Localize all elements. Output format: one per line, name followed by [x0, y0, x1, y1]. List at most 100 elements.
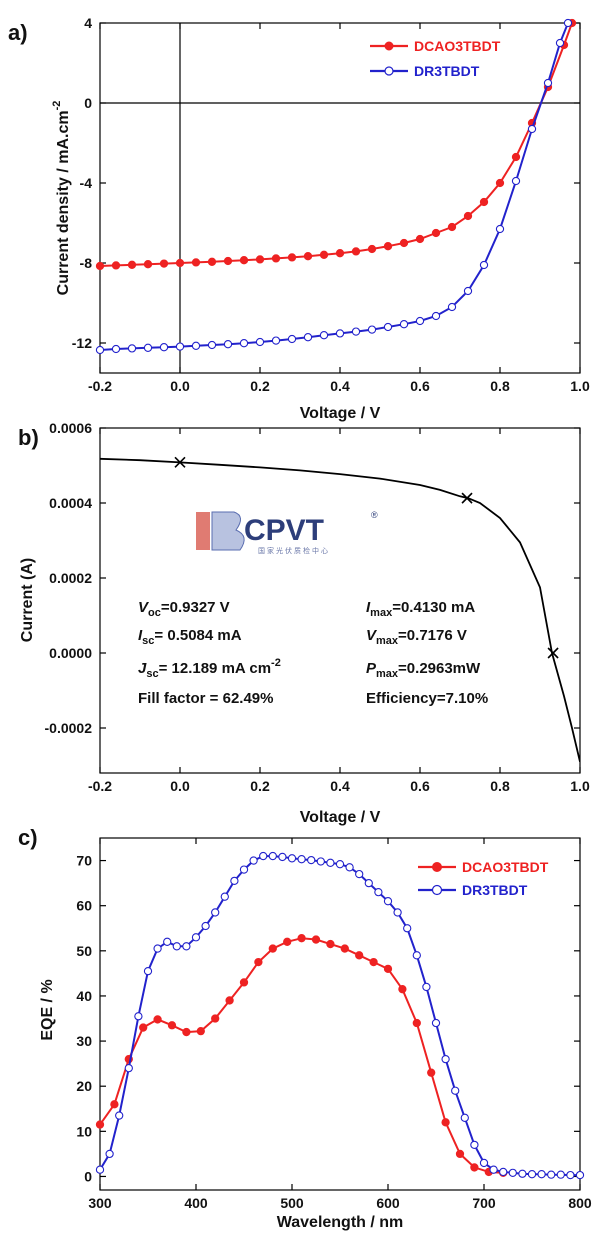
pmax-value: =0.2963mW [398, 660, 481, 677]
legend-a-dcao3tbdt-marker [384, 41, 394, 51]
x-tick-label: 1.0 [570, 778, 590, 794]
panel-a-frame [99, 22, 581, 374]
y-tick-label: -8 [80, 255, 93, 271]
x-tick-label: 1.0 [570, 378, 590, 394]
panel-c-y-ticks: 0 10 20 30 40 50 60 70 [76, 853, 580, 1184]
vmax-symbol: V [366, 627, 378, 644]
legend-c-dr3tbdt-marker [431, 884, 443, 896]
dr3tbdt-point [499, 1167, 508, 1177]
dcao3tbdt-point [95, 261, 105, 271]
panel-a-y-label-main: Current density / mA.cm [55, 110, 72, 295]
dr3tbdt-point [508, 1168, 517, 1178]
dcao3tbdt-point [303, 252, 313, 261]
dcao3tbdt-point [399, 238, 409, 248]
jsc-value: = 12.189 mA cm [159, 660, 271, 677]
dr3tbdt-point [479, 1158, 489, 1168]
vmax-sub: max [376, 635, 399, 647]
imax-annotation: Imax=0.4130 mA [366, 599, 475, 619]
cpvt-registered-mark: ® [371, 510, 378, 520]
y-tick-label: -4 [80, 175, 93, 191]
dr3tbdt-point [319, 331, 329, 340]
panel-a: a) -0.2 0.0 0.2 0.4 0.6 0.8 1.0 4 0 -4 -8 -12 Volt… [8, 15, 590, 422]
y-tick-label: 60 [76, 898, 92, 914]
y-tick-label: -12 [72, 335, 92, 351]
dr3tbdt-point [191, 933, 201, 942]
dcao3tbdt-point [254, 957, 263, 967]
dr3tbdt-point [153, 944, 162, 953]
dr3tbdt-point [489, 1165, 498, 1174]
dr3tbdt-point [415, 316, 425, 326]
x-tick-label: 300 [88, 1195, 112, 1211]
x-tick-label: 500 [280, 1195, 304, 1211]
dr3tbdt-point [527, 124, 537, 134]
dr3tbdt-point [326, 858, 335, 867]
cpvt-logo-text: CPVT [244, 514, 324, 547]
x-tick-label: -0.2 [88, 778, 112, 794]
dr3tbdt-point [393, 908, 402, 917]
panel-c-label: c) [18, 825, 38, 850]
dcao3tbdt-point [355, 951, 364, 960]
y-tick-label: 10 [76, 1123, 92, 1139]
dr3tbdt-point [191, 341, 201, 350]
x-tick-label: 800 [568, 1195, 592, 1211]
dr3tbdt-point [511, 176, 521, 186]
x-tick-label: 0.4 [330, 378, 350, 394]
dcao3tbdt-line [100, 937, 504, 1174]
dcao3tbdt-point [441, 1118, 450, 1127]
pmax-symbol: P [366, 660, 377, 677]
dr3tbdt-point [111, 344, 121, 354]
dcao3tbdt-point [207, 257, 217, 266]
dr3tbdt-point [307, 855, 316, 865]
x-tick-label: 0.8 [490, 778, 510, 794]
dcao3tbdt-point [311, 935, 321, 944]
panel-a-y-ticks: 4 0 -4 -8 -12 [72, 15, 580, 351]
panel-c-legend: DCAO3TBDT DR3TBDT [418, 859, 549, 898]
cpvt-logo-bar [196, 512, 210, 550]
dr3tbdt-point [412, 951, 421, 960]
voc-symbol: V [138, 599, 150, 616]
dr3tbdt-point [566, 1170, 575, 1180]
panel-a-series [95, 18, 577, 355]
panel-b-x-ticks: -0.2 0.0 0.2 0.4 0.6 0.8 1.0 [88, 428, 590, 794]
panel-a-x-axis-label: Voltage / V [300, 405, 381, 422]
fill-factor-annotation: Fill factor = 62.49% [138, 690, 273, 707]
dr3tbdt-point [351, 327, 361, 336]
dr3tbdt-point [422, 982, 431, 992]
panel-b-x-axis-label: Voltage / V [300, 809, 381, 826]
jsc-symbol: J [138, 660, 147, 677]
dcao3tbdt-point [351, 247, 361, 256]
y-tick-label: 4 [84, 15, 92, 31]
dr3tbdt-point [287, 854, 297, 863]
dr3tbdt-point [124, 1064, 133, 1073]
imax-sub: max [370, 607, 393, 619]
cpvt-logo-icon [196, 511, 245, 551]
dr3tbdt-point [447, 302, 457, 312]
dcao3tbdt-point [283, 937, 292, 946]
legend-a-dr3tbdt-label: DR3TBDT [414, 63, 480, 79]
dr3tbdt-point [367, 325, 377, 334]
dcao3tbdt-point [431, 228, 441, 238]
dr3tbdt-point [268, 851, 277, 861]
panel-a-legend: DCAO3TBDT DR3TBDT [370, 38, 501, 79]
voc-annotation: Voc=0.9327 V [138, 599, 230, 619]
vmax-annotation: Vmax=0.7176 V [366, 627, 467, 647]
dcao3tbdt-point [427, 1068, 436, 1077]
dr3tbdt-point [115, 1111, 124, 1120]
dr3tbdt-point [355, 869, 364, 879]
dcao3tbdt-point [127, 260, 137, 269]
dcao3tbdt-point [447, 222, 457, 232]
panel-a-label: a) [8, 20, 28, 45]
x-tick-label: 0.6 [410, 378, 430, 394]
imax-symbol: I [366, 599, 371, 616]
legend-a-dcao3tbdt-label: DCAO3TBDT [414, 38, 501, 54]
dcao3tbdt-point [367, 244, 377, 254]
panel-b: b) -0.2 0.0 0.2 0.4 0.6 0.8 1.0 0.00060.00040.… [18, 420, 590, 826]
dr3tbdt-point [431, 1018, 441, 1028]
dcao3tbdt-point [143, 260, 153, 269]
x-tick-label: 0.0 [170, 378, 190, 394]
x-tick-label: 0.2 [250, 378, 270, 394]
dcao3tbdt-point [175, 258, 185, 268]
dcao3tbdt-point [287, 253, 297, 262]
dr3tbdt-point [543, 78, 553, 88]
